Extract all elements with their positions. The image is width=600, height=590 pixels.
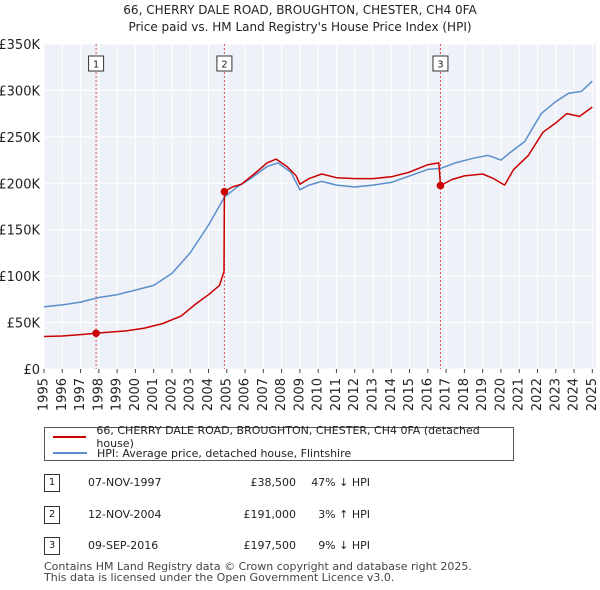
- sale-hpi-diff: 9% ↓ HPI: [318, 539, 370, 552]
- legend-label-property: 66, CHERRY DALE ROAD, BROUGHTON, CHESTER…: [96, 424, 480, 450]
- sale-marker-box: [216, 55, 233, 72]
- x-tick-label: 1997: [73, 378, 88, 411]
- legend-swatch-blue: [53, 452, 87, 454]
- x-tick-label: 2001: [146, 378, 161, 411]
- y-tick-label: £200K: [0, 177, 40, 192]
- sale-hpi-diff: 47% ↓ HPI: [311, 476, 370, 489]
- y-tick-label: £100K: [0, 270, 40, 285]
- x-tick-label: 2021: [512, 378, 527, 411]
- x-tick-label: 2025: [585, 378, 600, 411]
- x-tick-label: 2020: [493, 378, 508, 411]
- sale-row: 2 12-NOV-2004 £191,000 3% ↑ HPI: [44, 506, 464, 526]
- x-tick-label: 2005: [219, 378, 234, 411]
- price-chart: 66, CHERRY DALE ROAD, BROUGHTON, CHESTER…: [0, 3, 600, 411]
- y-tick-label: £150K: [0, 224, 40, 239]
- x-tick-label: 2023: [548, 378, 563, 411]
- y-tick-label: £50K: [7, 317, 41, 332]
- property-series-line: [43, 106, 593, 338]
- footer-copyright: Contains HM Land Registry data © Crown c…: [44, 560, 472, 573]
- sale-marker-label: 3: [437, 60, 443, 71]
- x-tick-label: 2003: [183, 378, 198, 411]
- y-tick-label: £350K: [0, 38, 40, 53]
- sale-date: 09-SEP-2016: [88, 539, 159, 552]
- sale-marker-badge: 2: [44, 506, 60, 524]
- sale-point: [220, 187, 229, 196]
- legend-swatch-red: [53, 436, 87, 438]
- x-tick-label: 1995: [37, 378, 52, 411]
- x-tick-label: 2000: [128, 378, 143, 411]
- x-tick-label: 2010: [311, 378, 326, 411]
- sale-row: 3 09-SEP-2016 £197,500 9% ↓ HPI: [44, 537, 464, 557]
- y-tick-label: £300K: [0, 84, 40, 99]
- legend-item-hpi: HPI: Average price, detached house, Flin…: [53, 445, 351, 461]
- sale-marker-box: [88, 55, 105, 72]
- footer-licence: This data is licensed under the Open Gov…: [44, 571, 395, 584]
- legend-item-property: 66, CHERRY DALE ROAD, BROUGHTON, CHESTER…: [53, 424, 513, 450]
- x-tick-label: 2019: [475, 378, 490, 411]
- sale-date: 12-NOV-2004: [88, 508, 162, 521]
- x-tick-label: 2012: [347, 378, 362, 411]
- sale-marker-badge: 3: [44, 537, 60, 555]
- y-tick-label: £250K: [0, 131, 40, 146]
- x-tick-label: 2008: [274, 378, 289, 411]
- sale-marker-box: [432, 55, 449, 72]
- chart-title: 66, CHERRY DALE ROAD, BROUGHTON, CHESTER…: [123, 3, 477, 17]
- x-tick-label: 1996: [55, 378, 70, 411]
- sale-point: [436, 181, 445, 190]
- sale-marker-badge: 1: [44, 474, 60, 492]
- sale-price: £197,500: [243, 539, 297, 552]
- sale-row: 1 07-NOV-1997 £38,500 47% ↓ HPI: [44, 474, 464, 494]
- sale-date: 07-NOV-1997: [88, 476, 162, 489]
- x-tick-label: 2014: [384, 378, 399, 411]
- x-tick-label: 2015: [402, 378, 417, 411]
- y-tick-label: £0: [23, 363, 40, 378]
- hpi-series-line: [43, 80, 593, 308]
- sale-hpi-diff: 3% ↑ HPI: [318, 508, 370, 521]
- x-tick-label: 2016: [420, 378, 435, 411]
- x-tick-label: 2002: [164, 378, 179, 411]
- sale-point: [92, 329, 100, 338]
- x-tick-label: 2018: [457, 378, 472, 411]
- legend-label-hpi: HPI: Average price, detached house, Flin…: [97, 446, 352, 460]
- x-tick-label: 2022: [530, 378, 545, 411]
- plot-area: [44, 44, 596, 369]
- x-tick-label: 1998: [91, 378, 106, 411]
- x-tick-label: 2024: [567, 378, 582, 411]
- x-tick-label: 2011: [329, 378, 344, 411]
- x-tick-label: 2013: [366, 378, 381, 411]
- x-tick-label: 2009: [292, 378, 307, 411]
- x-tick-label: 2017: [439, 378, 454, 411]
- sale-marker-label: 2: [221, 60, 227, 71]
- sale-price: £191,000: [243, 508, 297, 521]
- legend: 66, CHERRY DALE ROAD, BROUGHTON, CHESTER…: [44, 424, 514, 461]
- x-tick-label: 2006: [238, 378, 253, 411]
- chart-subtitle: Price paid vs. HM Land Registry's House …: [128, 20, 471, 34]
- x-tick-label: 2004: [201, 378, 216, 411]
- sale-marker-label: 1: [93, 60, 99, 71]
- x-tick-label: 1999: [110, 378, 125, 411]
- sale-price: £38,500: [250, 476, 297, 489]
- footer: Contains HM Land Registry data © Crown c…: [44, 561, 472, 583]
- x-tick-label: 2007: [256, 378, 271, 411]
